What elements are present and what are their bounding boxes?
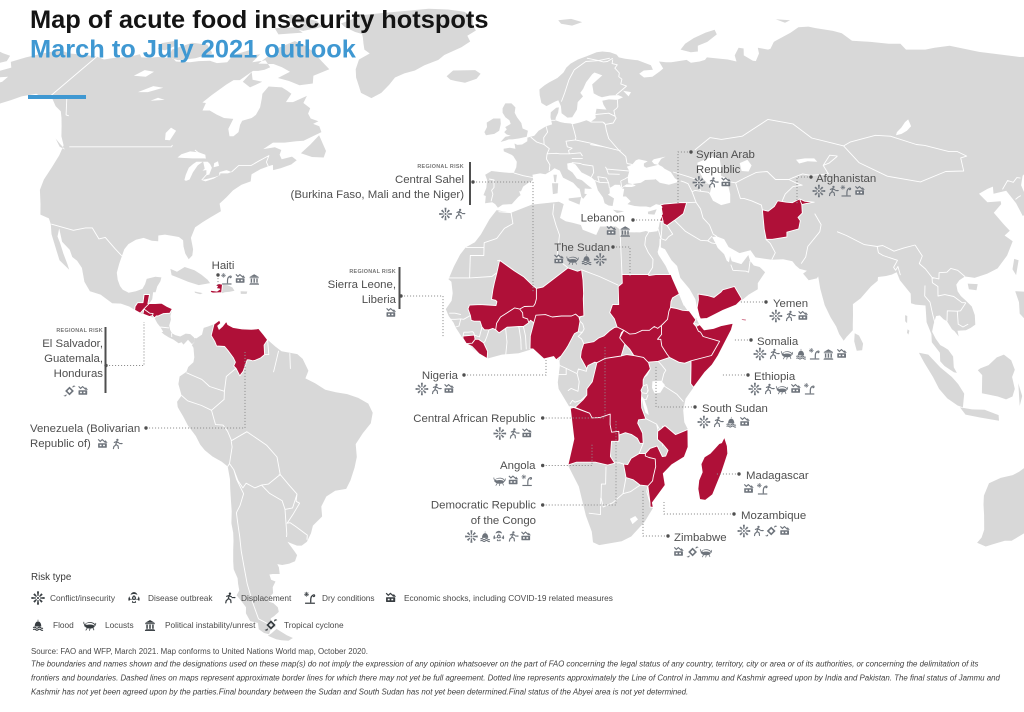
svg-text:Locusts: Locusts <box>105 620 134 630</box>
svg-text:REGIONAL RISK: REGIONAL RISK <box>349 269 396 275</box>
svg-text:March to July 2021 outlook: March to July 2021 outlook <box>30 36 357 64</box>
svg-text:of the Congo: of the Congo <box>471 515 536 527</box>
svg-text:The boundaries and names shown: The boundaries and names shown and the d… <box>31 660 978 669</box>
svg-text:Central African Republic: Central African Republic <box>413 413 535 425</box>
svg-text:Displacement: Displacement <box>241 593 292 603</box>
svg-text:frontiers and boundaries. Dash: frontiers and boundaries. Dashed lines o… <box>31 674 1000 683</box>
svg-text:The Sudan: The Sudan <box>554 242 610 254</box>
svg-text:REGIONAL RISK: REGIONAL RISK <box>56 328 103 334</box>
svg-text:Somalia: Somalia <box>757 336 799 348</box>
svg-text:Map of acute food insecurity h: Map of acute food insecurity hotspots <box>30 6 488 34</box>
svg-text:Republic: Republic <box>696 164 741 176</box>
svg-text:Democratic Republic: Democratic Republic <box>431 500 536 512</box>
svg-text:Afghanistan: Afghanistan <box>816 173 876 185</box>
svg-text:Kashmir has not yet been agree: Kashmir has not yet been agreed upon by … <box>31 688 688 697</box>
svg-text:Political instability/unrest: Political instability/unrest <box>165 620 256 630</box>
svg-text:Conflict/insecurity: Conflict/insecurity <box>50 593 116 603</box>
svg-text:Republic of): Republic of) <box>30 438 91 450</box>
svg-text:Zimbabwe: Zimbabwe <box>674 532 727 544</box>
svg-text:Venezuela (Bolivarian: Venezuela (Bolivarian <box>30 423 140 435</box>
svg-text:Disease outbreak: Disease outbreak <box>148 593 213 603</box>
svg-text:Risk type: Risk type <box>31 572 72 583</box>
svg-text:REGIONAL RISK: REGIONAL RISK <box>417 164 464 170</box>
svg-text:El Salvador,: El Salvador, <box>42 338 103 350</box>
svg-text:Tropical cyclone: Tropical cyclone <box>284 620 344 630</box>
svg-text:Ethiopia: Ethiopia <box>754 371 796 383</box>
svg-text:Guatemala,: Guatemala, <box>44 353 103 365</box>
svg-text:Dry conditions: Dry conditions <box>322 593 375 603</box>
svg-text:Flood: Flood <box>53 620 74 630</box>
svg-text:Madagascar: Madagascar <box>746 470 809 482</box>
svg-text:Haiti: Haiti <box>212 260 235 272</box>
svg-text:Nigeria: Nigeria <box>422 370 459 382</box>
svg-text:Economic shocks, including COV: Economic shocks, including COVID-19 rela… <box>404 593 613 603</box>
svg-text:Lebanon: Lebanon <box>581 213 625 225</box>
svg-text:Yemen: Yemen <box>773 298 808 310</box>
svg-text:Honduras: Honduras <box>54 368 104 380</box>
svg-text:Mozambique: Mozambique <box>741 510 806 522</box>
svg-text:Sierra Leone,: Sierra Leone, <box>328 279 396 291</box>
svg-text:Syrian Arab: Syrian Arab <box>696 149 755 161</box>
svg-text:Liberia: Liberia <box>362 294 397 306</box>
svg-text:Angola: Angola <box>500 460 536 472</box>
svg-text:(Burkina Faso, Mali and the Ni: (Burkina Faso, Mali and the Niger) <box>291 189 465 201</box>
svg-text:South Sudan: South Sudan <box>702 403 768 415</box>
svg-text:Source: FAO and WFP, March 202: Source: FAO and WFP, March 2021. Map con… <box>31 647 368 656</box>
svg-text:Central Sahel: Central Sahel <box>395 174 464 186</box>
